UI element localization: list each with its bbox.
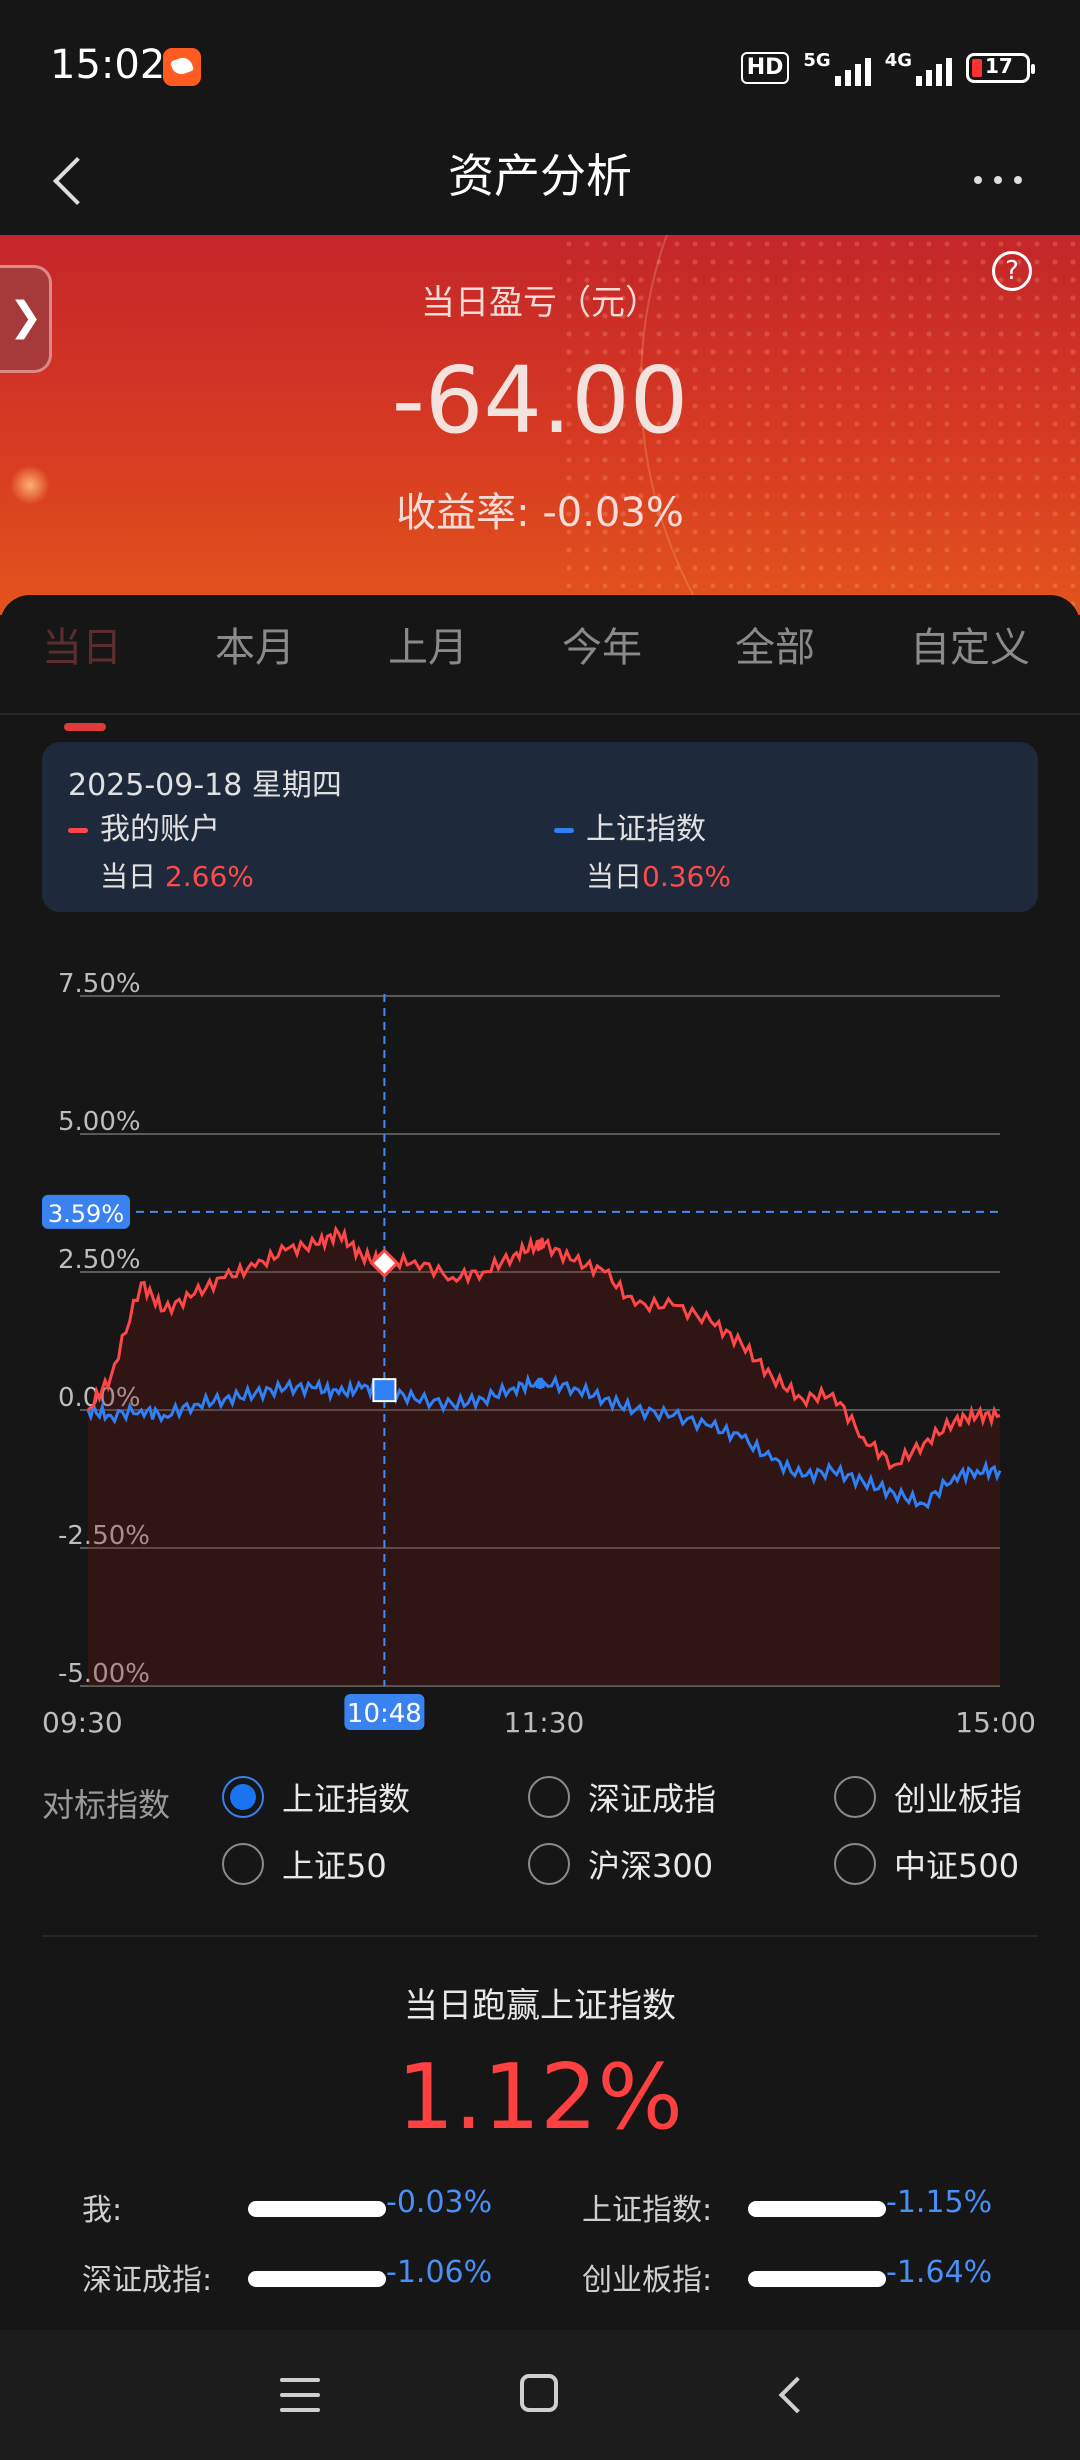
compare-me: 我: -0.03% [82,2185,493,2228]
signal-5g-icon: 5G [803,50,871,86]
tab-last-month[interactable]: 上月 [388,625,468,671]
benchmark-label: 对标指数 [42,1786,171,1824]
return-line-chart[interactable]: 7.50%5.00%2.50%0.00%-2.50%-5.00%3.59%09:… [0,960,1080,1750]
cursor-time-label: 10:48 [347,1699,422,1729]
clock: 15:02 [50,42,166,88]
tab-this-month[interactable]: 本月 [215,625,295,671]
tab-custom[interactable]: 自定义 [910,625,1030,671]
account-cursor-marker [369,1248,400,1279]
pnl-banner: ❯ ? 当日盈亏（元） -64.00 收益率: -0.03% [0,235,1080,615]
tab-today[interactable]: 当日 [42,625,122,671]
divider [42,1935,1038,1937]
x-tick-label: 09:30 [42,1706,123,1739]
more-options-button[interactable] [974,160,1034,200]
system-icons: HD 5G 4G 17 [740,48,1035,88]
benchmark-csi500[interactable]: 中证500 [834,1841,1019,1887]
x-tick-label: 11:30 [504,1706,585,1739]
radio-icon [528,1776,570,1818]
benchmark-sse[interactable]: 上证指数 [222,1774,410,1820]
benchmark-csi300[interactable]: 沪深300 [528,1841,713,1887]
account-daily-return: 当日 2.66% [100,860,254,893]
chevron-right-icon: ❯ [9,294,43,340]
chart-tooltip-box: 2025-09-18 星期四 我的账户 上证指数 当日 2.66% 当日0.36… [42,742,1038,912]
index-swatch [554,828,574,833]
tab-this-year[interactable]: 今年 [562,625,642,671]
account-area [88,1229,1000,1686]
benchmark-szse[interactable]: 深证成指 [528,1774,716,1820]
app-notification-icon [163,48,201,86]
daily-pnl-value: -64.00 [391,347,689,454]
period-tabs: 当日 本月 上月 今年 全部 自定义 [0,615,1080,731]
y-tick-label: -2.50% [58,1521,150,1551]
side-drawer-handle[interactable]: ❯ [0,265,52,373]
battery-icon: 17 [966,53,1035,83]
outperform-value: 1.12% [397,2045,683,2150]
compare-bar [748,2271,886,2287]
cursor-time-tag [344,1694,425,1730]
status-bar: 15:02 HD 5G 4G 17 [0,0,1080,130]
radio-icon [834,1776,876,1818]
signal-4g-icon: 4G [885,50,952,86]
divider [0,713,1080,715]
radio-icon [222,1843,264,1885]
cursor-value-label: 3.59% [48,1200,124,1228]
index-daily-return: 当日0.36% [586,860,731,893]
compare-bar [248,2201,386,2217]
compare-sse: 上证指数: -1.15% [582,2185,993,2228]
index-series-line [86,1373,1002,1510]
legend-index: 上证指数 [554,804,706,848]
y-tick-label: -5.00% [58,1659,150,1689]
hd-icon: HD [740,52,790,84]
page-title: 资产分析 [448,149,632,203]
x-tick-label: 15:00 [955,1706,1036,1739]
return-rate: 收益率: -0.03% [396,490,684,536]
y-tick-label: 7.50% [58,969,141,999]
compare-chinext: 创业板指: -1.64% [582,2255,993,2298]
cursor-value-tag [42,1194,130,1229]
legend-account: 我的账户 [68,804,220,848]
account-swatch [68,828,88,833]
radio-icon [834,1843,876,1885]
system-nav-bar [0,2330,1080,2460]
radio-icon [528,1843,570,1885]
home-icon[interactable] [520,2374,558,2412]
account-series-line [87,1225,1001,1471]
index-cursor-marker [372,1378,397,1403]
daily-pnl-label: 当日盈亏（元） [421,283,659,323]
selected-date: 2025-09-18 星期四 [68,768,342,803]
title-bar: 资产分析 [0,130,1080,235]
outperform-title: 当日跑赢上证指数 [404,1986,676,2026]
y-tick-label: 5.00% [58,1107,141,1137]
menu-icon[interactable] [280,2378,320,2412]
benchmark-chinext[interactable]: 创业板指 [834,1774,1022,1820]
active-tab-indicator [64,723,106,731]
radio-selected-icon [222,1776,264,1818]
y-tick-label: 2.50% [58,1245,141,1275]
compare-bar [748,2201,886,2217]
compare-bar [248,2271,386,2287]
help-icon[interactable]: ? [992,251,1032,291]
back-icon[interactable] [770,2374,810,2414]
compare-szse: 深证成指: -1.06% [82,2255,493,2298]
benchmark-sse50[interactable]: 上证50 [222,1841,387,1887]
tab-all[interactable]: 全部 [735,625,815,671]
